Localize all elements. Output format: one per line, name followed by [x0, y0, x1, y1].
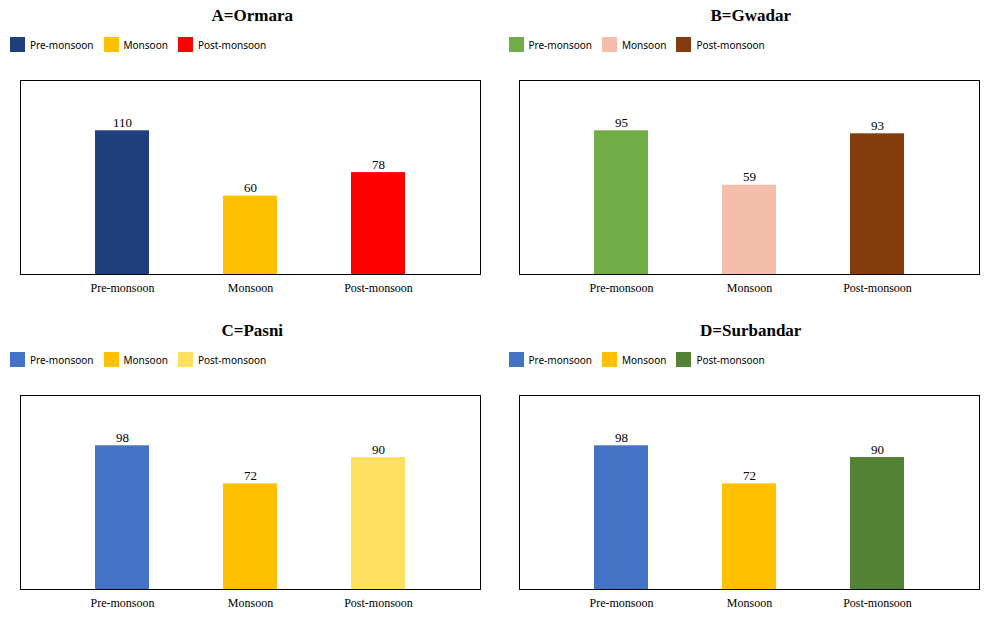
svg-text:98: 98 [116, 430, 129, 445]
html-text:Pre-monsoon: Pre-monsoon [528, 37, 592, 52]
svg-text:72: 72 [244, 468, 257, 483]
svg-text:Pre-monsoon: Pre-monsoon [589, 281, 653, 295]
svg-text:Post-monsoon: Post-monsoon [843, 596, 912, 610]
svg-text:98: 98 [615, 430, 628, 445]
svg-text:78: 78 [372, 157, 385, 172]
html-text:Monsoon: Monsoon [123, 37, 168, 52]
svg-text:Monsoon: Monsoon [726, 281, 771, 295]
svg-text:110: 110 [113, 115, 132, 130]
svg-text:Monsoon: Monsoon [228, 596, 273, 610]
svg-text:59: 59 [743, 169, 756, 184]
html-text:Post-monsoon: Post-monsoon [197, 352, 267, 367]
svg-text:60: 60 [244, 180, 257, 195]
svg-text:Monsoon: Monsoon [228, 281, 273, 295]
html-text:Pre-monsoon: Pre-monsoon [30, 37, 94, 52]
html-text:D=Surbandar: D=Surbandar [700, 321, 802, 340]
svg-text:Post-monsoon: Post-monsoon [843, 281, 912, 295]
html-text:Post-monsoon: Post-monsoon [696, 352, 765, 367]
html-text:Monsoon: Monsoon [123, 352, 168, 367]
svg-text:Post-monsoon: Post-monsoon [344, 281, 413, 295]
svg-text:95: 95 [615, 115, 628, 130]
html-text:Monsoon: Monsoon [622, 352, 667, 367]
svg-text:Pre-monsoon: Pre-monsoon [91, 281, 155, 295]
html-text:B=Gwadar: B=Gwadar [710, 6, 791, 25]
svg-text:72: 72 [743, 468, 756, 483]
html-text:C=Pasni: C=Pasni [221, 321, 284, 340]
html-text:Post-monsoon: Post-monsoon [197, 37, 267, 52]
html-text:A=Ormara: A=Ormara [211, 6, 293, 25]
svg-text:Post-monsoon: Post-monsoon [344, 596, 413, 610]
svg-text:90: 90 [372, 442, 385, 457]
svg-text:Monsoon: Monsoon [726, 596, 771, 610]
svg-text:90: 90 [871, 442, 884, 457]
html-text:Pre-monsoon: Pre-monsoon [528, 352, 592, 367]
html-text:Pre-monsoon: Pre-monsoon [30, 352, 94, 367]
svg-text:Pre-monsoon: Pre-monsoon [91, 596, 155, 610]
html-text:Monsoon: Monsoon [622, 37, 667, 52]
svg-text:Pre-monsoon: Pre-monsoon [589, 596, 653, 610]
svg-text:93: 93 [871, 118, 884, 133]
html-text:Post-monsoon: Post-monsoon [696, 37, 765, 52]
